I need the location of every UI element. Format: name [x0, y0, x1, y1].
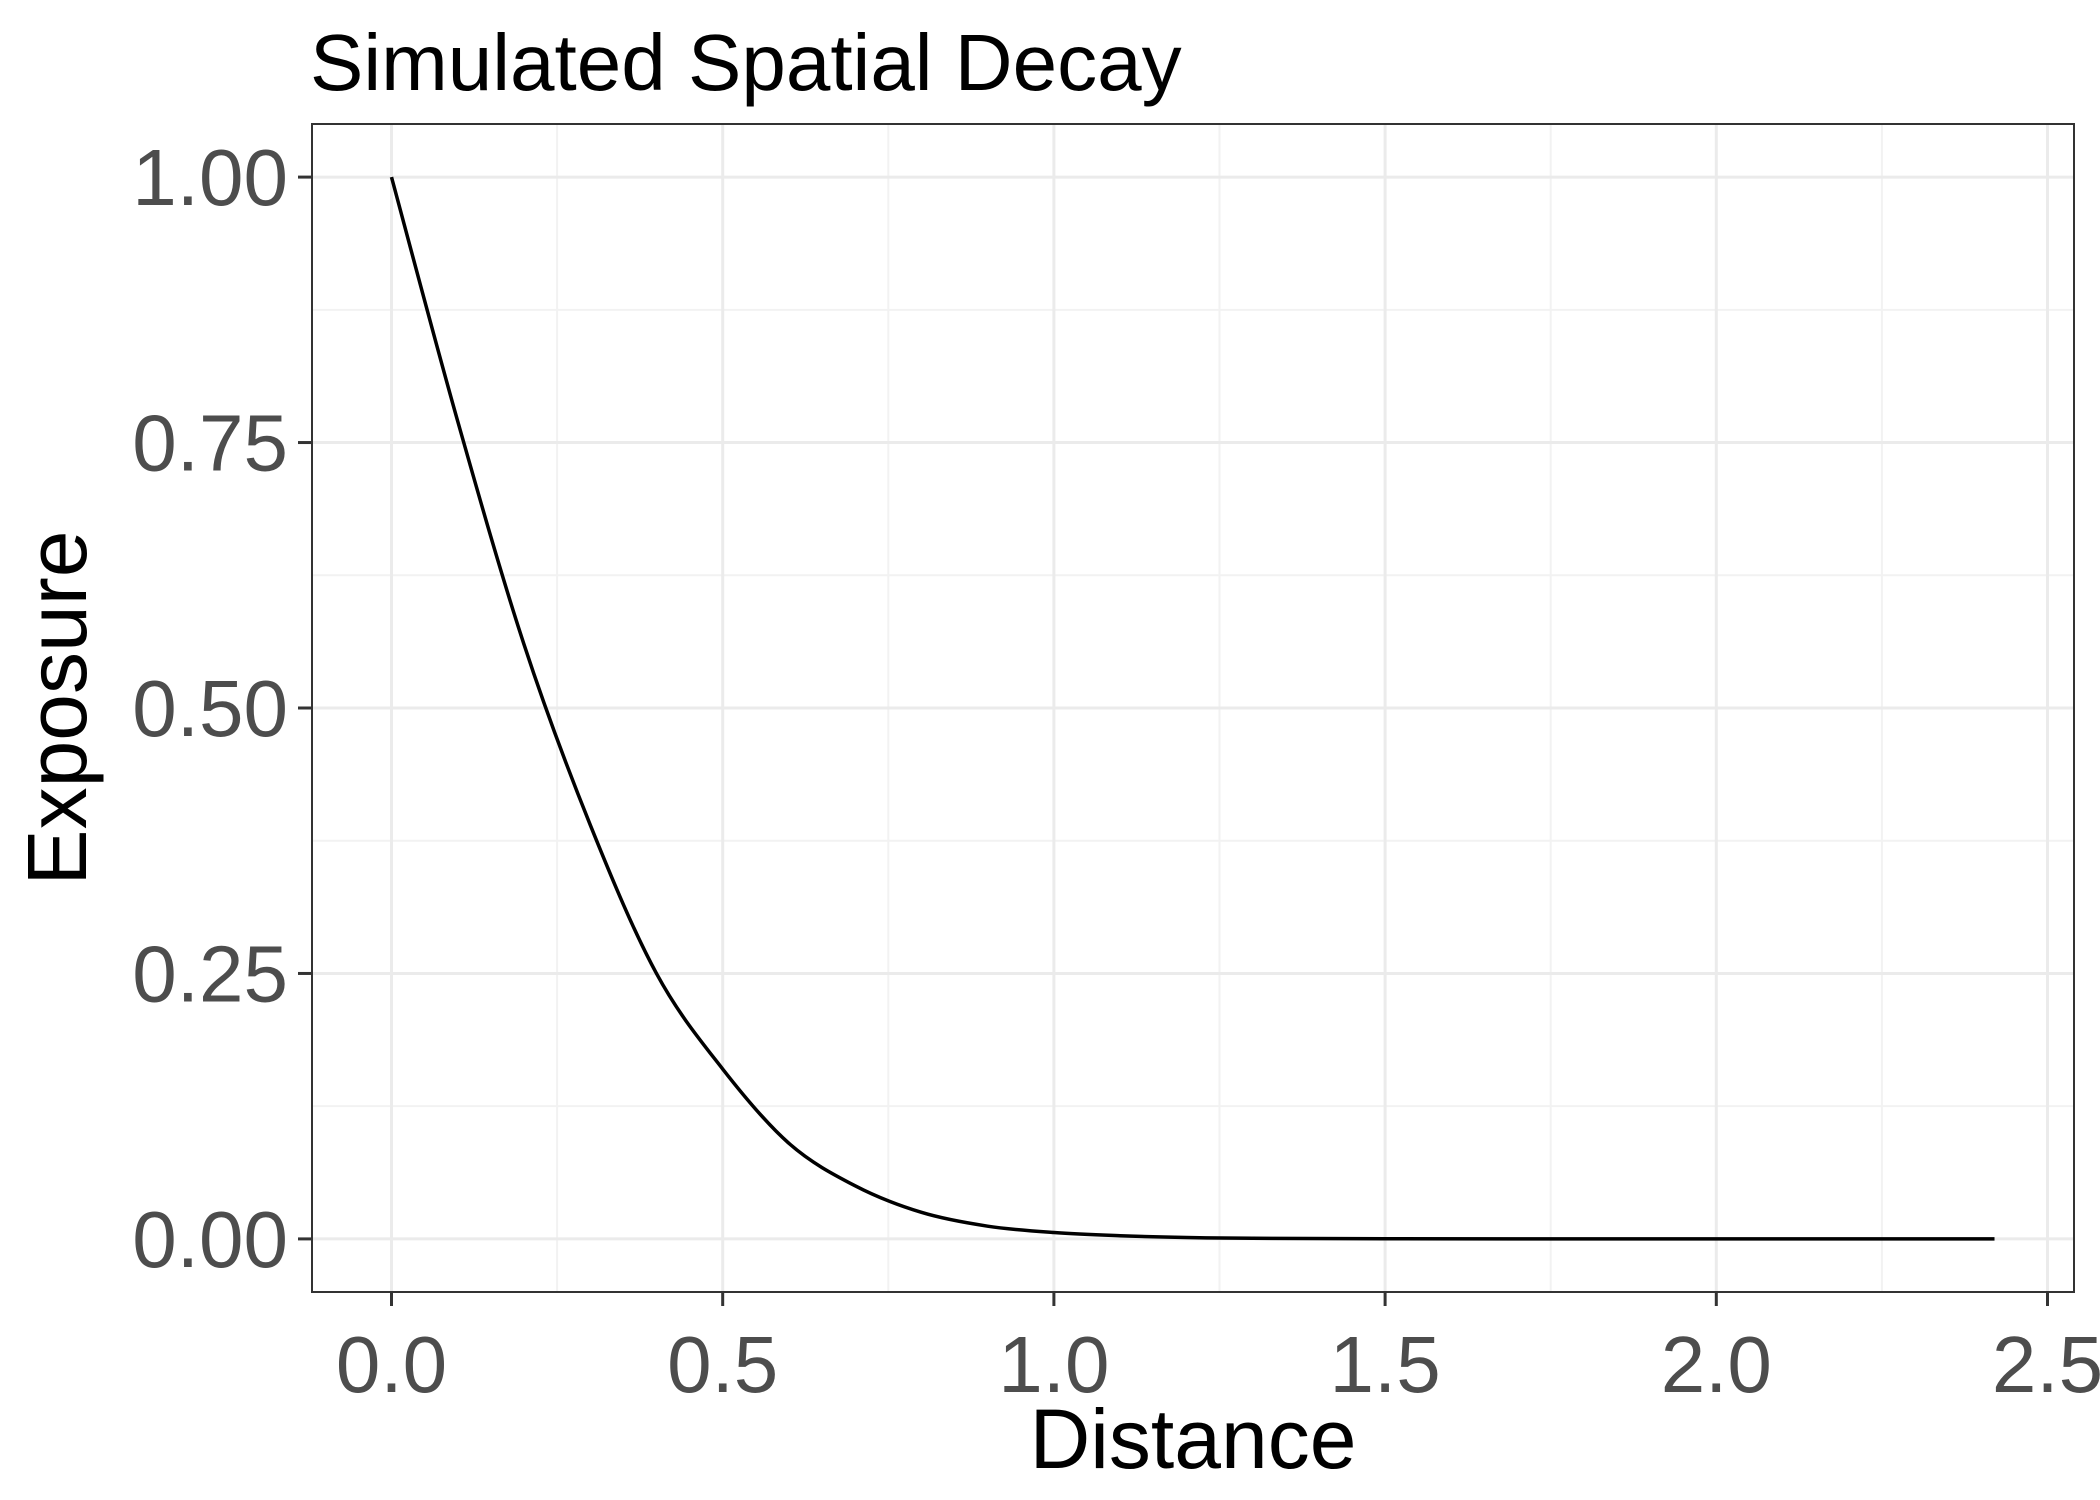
x-tick-label: 1.0	[998, 1320, 1109, 1409]
y-axis-title: Exposure	[10, 531, 104, 886]
x-axis-title: Distance	[1030, 1392, 1357, 1486]
y-axis-ticks: 0.00 0.25 0.50 0.75 1.00	[132, 133, 312, 1284]
x-tick-label: 1.5	[1329, 1320, 1440, 1409]
y-tick-label: 0.25	[132, 929, 288, 1018]
x-tick-label: 0.0	[336, 1320, 447, 1409]
major-gridlines	[312, 124, 2074, 1292]
exposure-curve	[389, 176, 1995, 1241]
y-tick-label: 0.75	[132, 399, 288, 488]
chart-title: Simulated Spatial Decay	[310, 18, 1182, 107]
y-tick-label: 0.00	[132, 1195, 288, 1284]
x-tick-label: 2.0	[1661, 1320, 1772, 1409]
x-tick-label: 0.5	[667, 1320, 778, 1409]
y-tick-label: 0.50	[132, 664, 288, 753]
x-tick-label: 2.5	[1992, 1320, 2100, 1409]
x-axis-ticks: 0.0 0.5 1.0 1.5 2.0 2.5	[336, 1292, 2100, 1409]
y-tick-label: 1.00	[132, 133, 288, 222]
